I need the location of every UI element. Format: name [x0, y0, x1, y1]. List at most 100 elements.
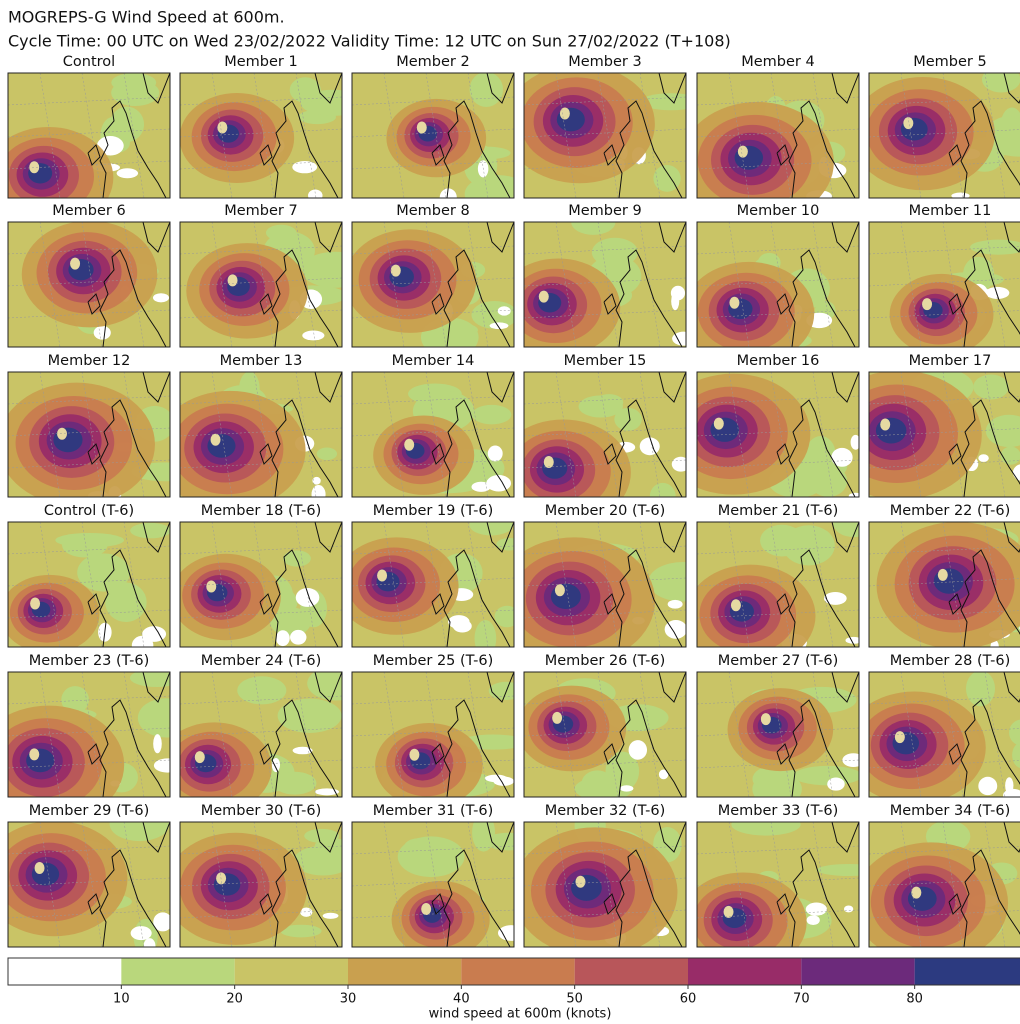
calm-area	[845, 637, 862, 644]
cyclone-eye	[738, 146, 748, 158]
panel-title: Control (T-6)	[44, 503, 134, 519]
panel-title: Member 13	[220, 353, 303, 369]
map-panel	[180, 73, 365, 202]
map-panel	[517, 672, 686, 801]
wind-band	[571, 875, 602, 901]
cyclone-eye	[903, 117, 913, 129]
panel-title: Member 5	[913, 54, 986, 70]
map-panel	[180, 222, 368, 347]
calm-area	[986, 287, 1010, 299]
map-panel	[352, 672, 527, 807]
map-panel	[697, 672, 864, 807]
colorbar-segment	[688, 958, 801, 985]
cyclone-eye	[206, 580, 216, 592]
calm-area	[498, 306, 511, 315]
cyclone-eye	[217, 122, 227, 134]
calm-area	[475, 620, 497, 657]
map-panel	[496, 209, 695, 356]
colorbar-segment	[348, 958, 461, 985]
title: MOGREPS-G Wind Speed at 600m.	[8, 8, 285, 27]
panel-title: Member 26 (T-6)	[545, 653, 666, 669]
panel-title: Member 33 (T-6)	[718, 803, 839, 819]
calm-area	[672, 457, 690, 472]
map-panel	[352, 372, 514, 497]
cyclone-eye	[555, 584, 565, 596]
panel-title: Member 31 (T-6)	[373, 803, 494, 819]
colorbar-segment	[121, 958, 234, 985]
calm-area	[105, 582, 146, 622]
panel-title: Member 29 (T-6)	[29, 803, 150, 819]
colorbar-tick-label: 60	[680, 992, 697, 1007]
map-panel	[685, 509, 874, 667]
cyclone-eye	[724, 906, 734, 918]
cyclone-eye	[29, 748, 39, 760]
calm-area	[62, 533, 107, 557]
calm-area	[806, 903, 827, 916]
panel-title: Member 27 (T-6)	[718, 653, 839, 669]
calm-area	[153, 734, 162, 753]
calm-area	[273, 772, 316, 795]
panel-title: Member 19 (T-6)	[373, 503, 494, 519]
cyclone-eye	[895, 731, 905, 743]
cyclone-eye	[880, 419, 890, 431]
panel-title: Member 21 (T-6)	[718, 503, 839, 519]
calm-area	[485, 775, 508, 783]
calm-area	[317, 448, 337, 461]
map-panel	[656, 372, 862, 500]
panel-title: Member 25 (T-6)	[373, 653, 494, 669]
calm-area	[833, 509, 874, 537]
calm-area	[312, 485, 326, 503]
calm-area	[978, 777, 997, 795]
map-panel	[164, 822, 352, 947]
calm-area	[132, 636, 154, 655]
map-panel	[0, 807, 172, 955]
colorbar-tick-label: 30	[340, 992, 357, 1007]
calm-area	[620, 785, 634, 791]
panel-title: Member 2	[396, 54, 469, 70]
calm-area	[807, 915, 820, 925]
map-panel	[0, 522, 171, 655]
panel-title: Member 34 (T-6)	[890, 803, 1011, 819]
calm-area	[308, 189, 322, 201]
panel-title: Member 10	[737, 203, 820, 219]
cyclone-eye	[409, 749, 419, 761]
calm-area	[1001, 447, 1020, 465]
calm-area	[579, 395, 623, 417]
colorbar-segment	[915, 958, 1020, 985]
calm-area	[302, 331, 324, 341]
map-panel	[679, 814, 883, 973]
panel-title: Member 11	[909, 203, 992, 219]
panel-title: Member 28 (T-6)	[890, 653, 1011, 669]
colorbar-tick-label: 50	[566, 992, 583, 1007]
colorbar-segment	[575, 958, 688, 985]
colorbar-tick-label: 20	[226, 992, 243, 1007]
calm-area	[153, 293, 169, 302]
calm-area	[827, 777, 844, 790]
panel-title: Member 8	[396, 203, 469, 219]
calm-area	[496, 538, 522, 550]
calm-area	[144, 938, 156, 953]
map-panel	[843, 671, 1020, 804]
calm-area	[973, 375, 1009, 400]
map-panel	[0, 372, 198, 506]
calm-area	[982, 66, 1020, 92]
cyclone-eye	[421, 903, 431, 915]
panel-title: Member 16	[737, 353, 820, 369]
cyclone-eye	[544, 456, 554, 468]
panel-title: Member 4	[741, 54, 814, 70]
calm-area	[498, 925, 524, 941]
map-panel	[494, 522, 718, 664]
calm-area	[154, 758, 181, 772]
calm-area	[283, 550, 311, 566]
map-panel	[0, 669, 194, 824]
colorbar-segment	[235, 958, 348, 985]
panel-title: Member 1	[224, 54, 297, 70]
calm-area	[131, 926, 152, 940]
panel-title: Member 18 (T-6)	[201, 503, 322, 519]
cyclone-eye	[35, 862, 45, 874]
map-panel	[344, 222, 517, 357]
page: MOGREPS-G Wind Speed at 600m. Cycle Time…	[0, 0, 1020, 1024]
wind-band	[551, 584, 581, 609]
cyclone-eye	[228, 274, 238, 286]
cyclone-eye	[761, 713, 771, 725]
